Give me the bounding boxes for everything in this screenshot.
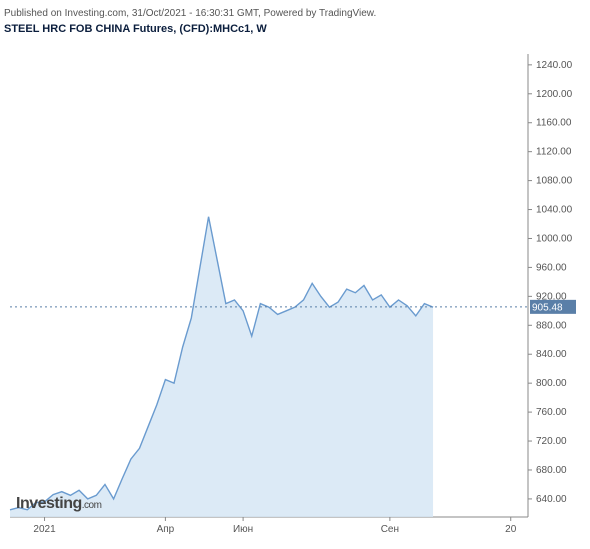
svg-text:1200.00: 1200.00 xyxy=(536,89,573,100)
svg-text:1120.00: 1120.00 xyxy=(536,147,572,158)
svg-text:Июн: Июн xyxy=(233,524,253,535)
svg-text:20: 20 xyxy=(505,524,517,535)
publish-info: Published on Investing.com, 31/Oct/2021 … xyxy=(4,8,586,19)
svg-text:1080.00: 1080.00 xyxy=(536,176,573,187)
svg-text:2021: 2021 xyxy=(33,524,56,535)
svg-text:720.00: 720.00 xyxy=(536,436,567,447)
price-chart[interactable]: 640.00 680.00 720.00 760.00 800.00 840.00 880.… xyxy=(4,50,586,539)
svg-text:680.00: 680.00 xyxy=(536,465,567,476)
svg-text:880.00: 880.00 xyxy=(536,320,567,331)
chart-title: STEEL HRC FOB CHINA Futures, (CFD):MHCc1… xyxy=(4,19,586,35)
svg-text:Апр: Апр xyxy=(157,524,175,535)
svg-text:840.00: 840.00 xyxy=(536,349,567,360)
watermark-main: Investing xyxy=(16,495,82,512)
svg-text:640.00: 640.00 xyxy=(536,494,567,505)
svg-text:760.00: 760.00 xyxy=(536,407,567,418)
title-prefix: STEEL HRC FOB CHINA Futures, (CFD):MHCc1… xyxy=(4,23,256,35)
chart-container: Published on Investing.com, 31/Oct/2021 … xyxy=(0,0,590,549)
svg-text:800.00: 800.00 xyxy=(536,378,567,389)
svg-text:1160.00: 1160.00 xyxy=(536,118,572,129)
chart-header: Published on Investing.com, 31/Oct/2021 … xyxy=(0,0,590,35)
svg-text:1000.00: 1000.00 xyxy=(536,233,573,244)
watermark-suffix: .com xyxy=(82,500,102,511)
chart-plot-area[interactable]: 640.00 680.00 720.00 760.00 800.00 840.00 880.… xyxy=(4,50,586,539)
title-suffix: W xyxy=(256,23,266,35)
watermark-logo: Investing.com xyxy=(16,495,101,513)
svg-text:960.00: 960.00 xyxy=(536,262,567,273)
svg-text:905.48: 905.48 xyxy=(532,302,563,313)
svg-text:1240.00: 1240.00 xyxy=(536,60,573,71)
svg-text:1040.00: 1040.00 xyxy=(536,205,573,216)
svg-text:Сен: Сен xyxy=(381,524,399,535)
